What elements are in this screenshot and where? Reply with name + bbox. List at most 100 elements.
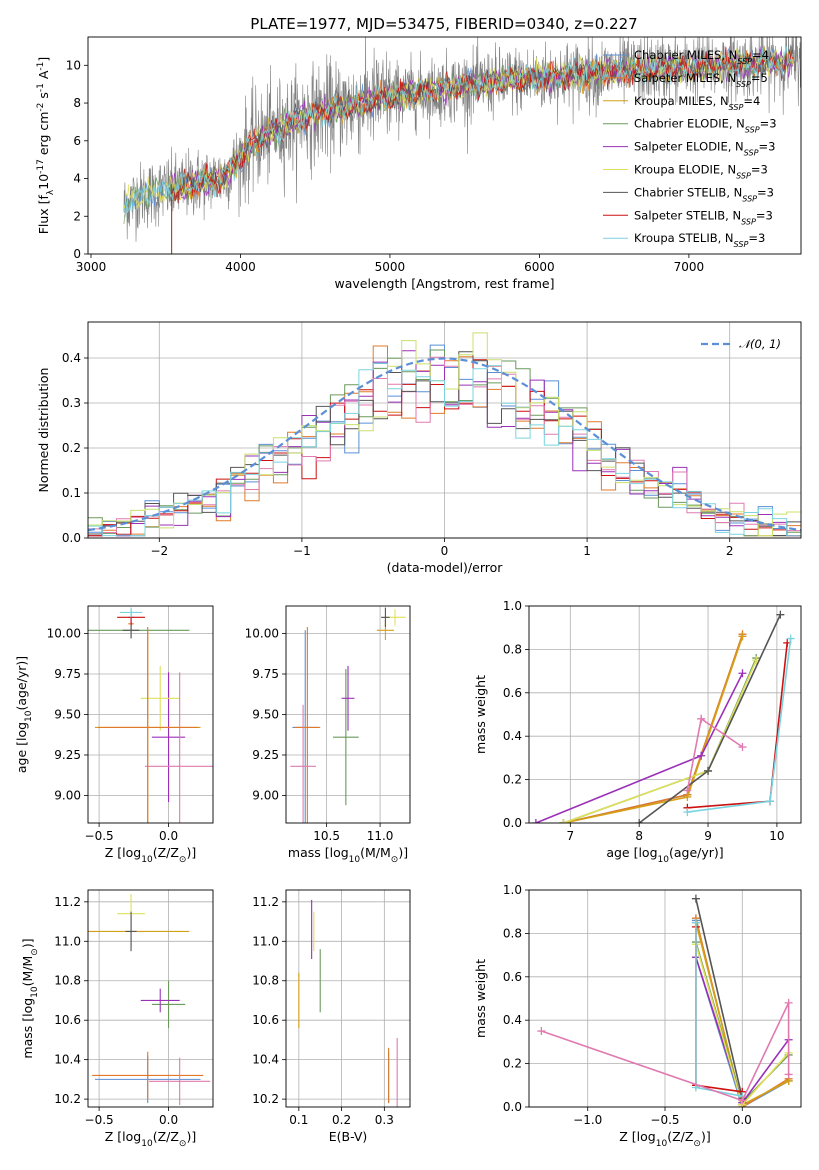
y-tick-label-4: 0.8 — [503, 642, 522, 656]
x-tick-label-2: 9 — [704, 829, 712, 843]
y-tick-label-3: 10.8 — [252, 974, 279, 988]
model-spectrum-6 — [171, 49, 794, 254]
label-segment-0: Z [log — [619, 1129, 655, 1144]
y-tick-label-0: 0 — [73, 247, 81, 261]
legend-entry-sub: SSP — [744, 148, 759, 157]
legend-entry-sub: SSP — [734, 240, 749, 249]
label-segment-4: )] — [20, 938, 35, 948]
plot-area — [88, 332, 801, 537]
legend-entry-prefix: Salpeter ELODIE, N — [634, 140, 744, 154]
label-segment-0: Z [log — [105, 1129, 141, 1144]
legend-entry-prefix: Salpeter MILES, N — [634, 71, 736, 85]
normal-curve — [88, 357, 801, 532]
legend-entry-suffix: =4 — [743, 94, 760, 108]
weight-marker-9-2 — [784, 998, 793, 1007]
y-tick-label-0: 10.2 — [54, 1092, 81, 1106]
label-segment-2: (age/yr)] — [669, 845, 724, 860]
x-axis-label: age [log10(age/yr)] — [606, 845, 723, 865]
legend-entry-3: Chabrier ELODIE, NSSP=3 — [634, 117, 777, 135]
label-segment-7: -1 — [36, 83, 46, 92]
axes-frame — [87, 605, 214, 824]
y-axis-label: Flux [fλ10-17 erg cm-2 s-1 A-1] — [36, 57, 56, 235]
legend-entry-suffix: =3 — [760, 117, 777, 131]
label-segment-6: s — [36, 92, 51, 103]
y-tick-label-0: 0.0 — [62, 531, 81, 545]
y-axis-label: mass weight — [473, 675, 488, 754]
label-segment-2: (M/M — [360, 845, 391, 860]
x-axis-label: mass [log10(M/M⊙)] — [288, 845, 408, 865]
weight-line-9 — [700, 718, 743, 748]
y-tick-label-0: 9.00 — [54, 788, 81, 802]
weight-marker-10-1 — [697, 714, 706, 723]
x-tick-label-1: −1 — [293, 544, 311, 558]
axes-frame — [528, 889, 802, 1108]
model-spectrum-8 — [123, 46, 794, 218]
weight-marker-4-1 — [697, 751, 706, 760]
legend-entry-prefix: Kroupa ELODIE, N — [634, 163, 736, 177]
legend-entry-4: Salpeter ELODIE, NSSP=3 — [634, 140, 775, 158]
label-segment-0: wavelength [Angstrom, rest frame] — [334, 276, 554, 291]
plot-area — [88, 893, 211, 1106]
weight-marker-10-0 — [683, 786, 692, 795]
y-tick-label-5: 10 — [66, 58, 81, 72]
age-vs-mass-panel: 10.5 11.0 9.00 9.25 9.50 9.75 10.00 mass [log10… — [245, 605, 411, 865]
residual-histogram-panel: −2 −1 0 1 2 0.0 0.1 0.2 0.3 0.4 (data-model)/error… — [36, 321, 802, 575]
label-segment-0: age [log — [606, 845, 657, 860]
y-tick-label-1: 9.25 — [252, 748, 279, 762]
y-tick-label-3: 6 — [73, 134, 81, 148]
y-tick-label-2: 10.6 — [54, 1013, 81, 1027]
x-tick-label-1: 0.0 — [159, 829, 178, 843]
plot-area — [298, 899, 398, 1107]
x-tick-label-2: 0 — [441, 544, 449, 558]
legend-entry-1: Salpeter MILES, NSSP=5 — [634, 71, 768, 89]
weight-line-9 — [541, 1002, 790, 1102]
weight-marker-8-2 — [786, 634, 795, 643]
legend-entry-2: Kroupa MILES, NSSP=4 — [634, 94, 760, 112]
y-tick-label-4: 8 — [73, 96, 81, 110]
legend-entry-suffix: =3 — [756, 208, 773, 222]
x-tick-label-0: −0.5 — [85, 829, 114, 843]
x-axis-label: Z [log10(Z/Z⊙)] — [105, 1129, 196, 1149]
x-tick-label-1: 11.0 — [367, 829, 394, 843]
weight-line-6 — [638, 614, 782, 823]
label-segment-0: Z [log — [105, 845, 141, 860]
y-tick-label-5: 11.2 — [252, 895, 279, 909]
label-segment-0: mass weight — [473, 959, 488, 1038]
legend-entry-prefix: Kroupa MILES, N — [634, 94, 729, 108]
legend-entry-sub: SSP — [729, 102, 744, 111]
legend-entry-prefix: Salpeter STELIB, N — [634, 208, 741, 222]
x-tick-label-0: −0.5 — [85, 1113, 114, 1127]
x-tick-label-3: 1 — [583, 544, 591, 558]
legend-entry-prefix: Chabrier ELODIE, N — [634, 117, 745, 131]
histogram-5 — [88, 356, 801, 533]
x-tick-label-0: −1.0 — [573, 1113, 602, 1127]
normal-legend-label: 𝒩(0, 1) — [739, 337, 781, 351]
y-tick-label-2: 0.2 — [62, 441, 81, 455]
x-tick-label-0: 0.1 — [289, 1113, 308, 1127]
label-segment-0: mass weight — [473, 675, 488, 754]
legend-entry-sub: SSP — [745, 125, 760, 134]
weight-marker-2-2 — [738, 632, 747, 641]
label-segment-2: (Z/Z — [667, 1129, 693, 1144]
x-tick-label-4: 2 — [726, 544, 734, 558]
y-tick-label-5: 1.0 — [503, 599, 522, 613]
y-tick-label-1: 10.4 — [252, 1053, 279, 1067]
label-segment-2: (Z/Z — [153, 1129, 179, 1144]
histogram-8 — [88, 362, 801, 537]
axes-frame — [285, 889, 411, 1108]
label-segment-0: E(B-V) — [329, 1129, 368, 1144]
legend-entry-suffix: =5 — [751, 71, 768, 85]
x-tick-label-3: 10 — [769, 829, 784, 843]
weight-marker-6-1 — [704, 766, 713, 775]
y-axis-label: mass weight — [473, 959, 488, 1038]
y-tick-label-1: 0.1 — [62, 486, 81, 500]
label-segment-3: ⊙ — [179, 1139, 187, 1149]
weight-marker-5-0 — [559, 819, 568, 823]
legend-entry-prefix: Chabrier STELIB, N — [634, 185, 742, 199]
legend-entry-0: Chabrier MILES, NSSP=4 — [634, 48, 769, 66]
legend-entry-sub: SSP — [741, 217, 756, 226]
plot-area — [537, 894, 793, 1107]
